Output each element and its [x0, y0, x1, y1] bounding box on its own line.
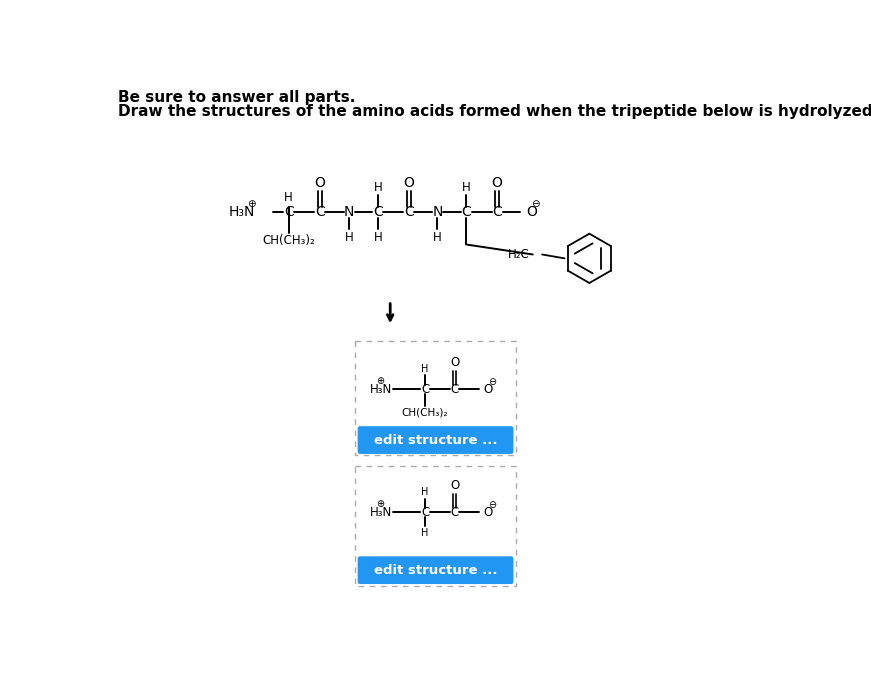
Text: ⊖: ⊖ — [489, 500, 496, 510]
Text: edit structure ...: edit structure ... — [374, 564, 497, 577]
Text: N: N — [432, 205, 442, 219]
Text: O: O — [483, 506, 492, 519]
Text: ⊕: ⊕ — [247, 198, 256, 209]
Text: C: C — [284, 205, 294, 219]
Text: CH(CH₃)₂: CH(CH₃)₂ — [262, 234, 315, 248]
Text: H: H — [374, 181, 382, 194]
Text: C: C — [421, 383, 429, 396]
Text: Be sure to answer all parts.: Be sure to answer all parts. — [118, 91, 355, 106]
Text: O: O — [450, 479, 459, 492]
Text: H: H — [422, 487, 429, 497]
Text: H: H — [433, 231, 442, 244]
Text: H: H — [345, 231, 354, 244]
Text: H: H — [374, 231, 382, 244]
Text: H: H — [462, 181, 470, 194]
FancyBboxPatch shape — [358, 556, 513, 584]
Text: H₃N: H₃N — [228, 205, 254, 219]
Text: Draw the structures of the amino acids formed when the tripeptide below is hydro: Draw the structures of the amino acids f… — [118, 104, 871, 119]
Text: O: O — [450, 356, 459, 369]
Text: O: O — [526, 205, 537, 219]
Text: ⊖: ⊖ — [530, 200, 539, 209]
Text: C: C — [373, 205, 382, 219]
Text: CH(CH₃)₂: CH(CH₃)₂ — [402, 408, 449, 418]
Text: H₂C: H₂C — [508, 248, 530, 261]
Text: C: C — [314, 205, 325, 219]
Text: H₃N: H₃N — [370, 506, 393, 519]
Text: H₃N: H₃N — [370, 383, 393, 396]
Text: C: C — [421, 506, 429, 519]
Text: N: N — [344, 205, 354, 219]
Text: H: H — [422, 364, 429, 374]
Text: O: O — [492, 176, 503, 190]
Text: C: C — [404, 205, 414, 219]
Text: C: C — [450, 383, 459, 396]
Text: ⊖: ⊖ — [489, 376, 496, 387]
Text: ⊕: ⊕ — [376, 376, 384, 386]
Text: O: O — [314, 176, 325, 190]
FancyBboxPatch shape — [358, 427, 513, 454]
Text: ⊕: ⊕ — [376, 499, 384, 509]
Text: O: O — [403, 176, 415, 190]
Text: C: C — [450, 506, 459, 519]
Text: C: C — [462, 205, 471, 219]
Text: O: O — [483, 383, 492, 396]
Text: H: H — [284, 191, 293, 204]
Text: edit structure ...: edit structure ... — [374, 433, 497, 447]
Text: H: H — [422, 528, 429, 538]
Text: C: C — [492, 205, 502, 219]
